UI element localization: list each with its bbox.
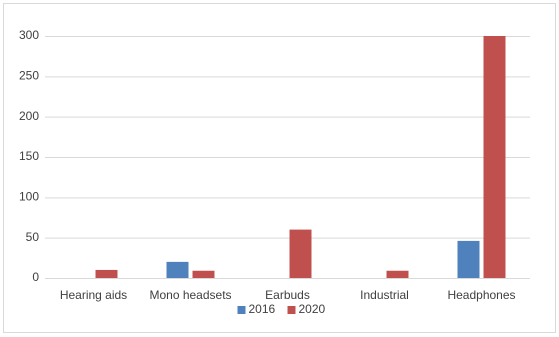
legend-swatch [237,306,246,314]
y-tick-label: 0 [32,270,39,284]
chart-border [3,3,556,333]
y-tick-label: 250 [19,69,39,83]
y-tick-label: 150 [19,149,39,163]
bar [483,36,506,278]
x-tick-label: Mono headsets [149,288,231,302]
bar [457,240,480,278]
x-tick-label: Industrial [360,288,409,302]
y-tick-label: 50 [26,230,40,244]
bar [166,261,189,278]
legend-label: 2016 [249,302,276,316]
bar [289,229,312,278]
bar [192,270,215,278]
y-tick-label: 100 [19,190,39,204]
y-tick-label: 200 [19,109,39,123]
x-tick-label: Earbuds [265,288,310,302]
y-tick-label: 300 [19,28,39,42]
x-tick-label: Hearing aids [60,288,127,302]
legend-swatch [287,306,296,314]
legend-label: 2020 [299,302,326,316]
bar [95,269,118,278]
x-tick-label: Headphones [447,288,515,302]
bar [386,270,409,278]
